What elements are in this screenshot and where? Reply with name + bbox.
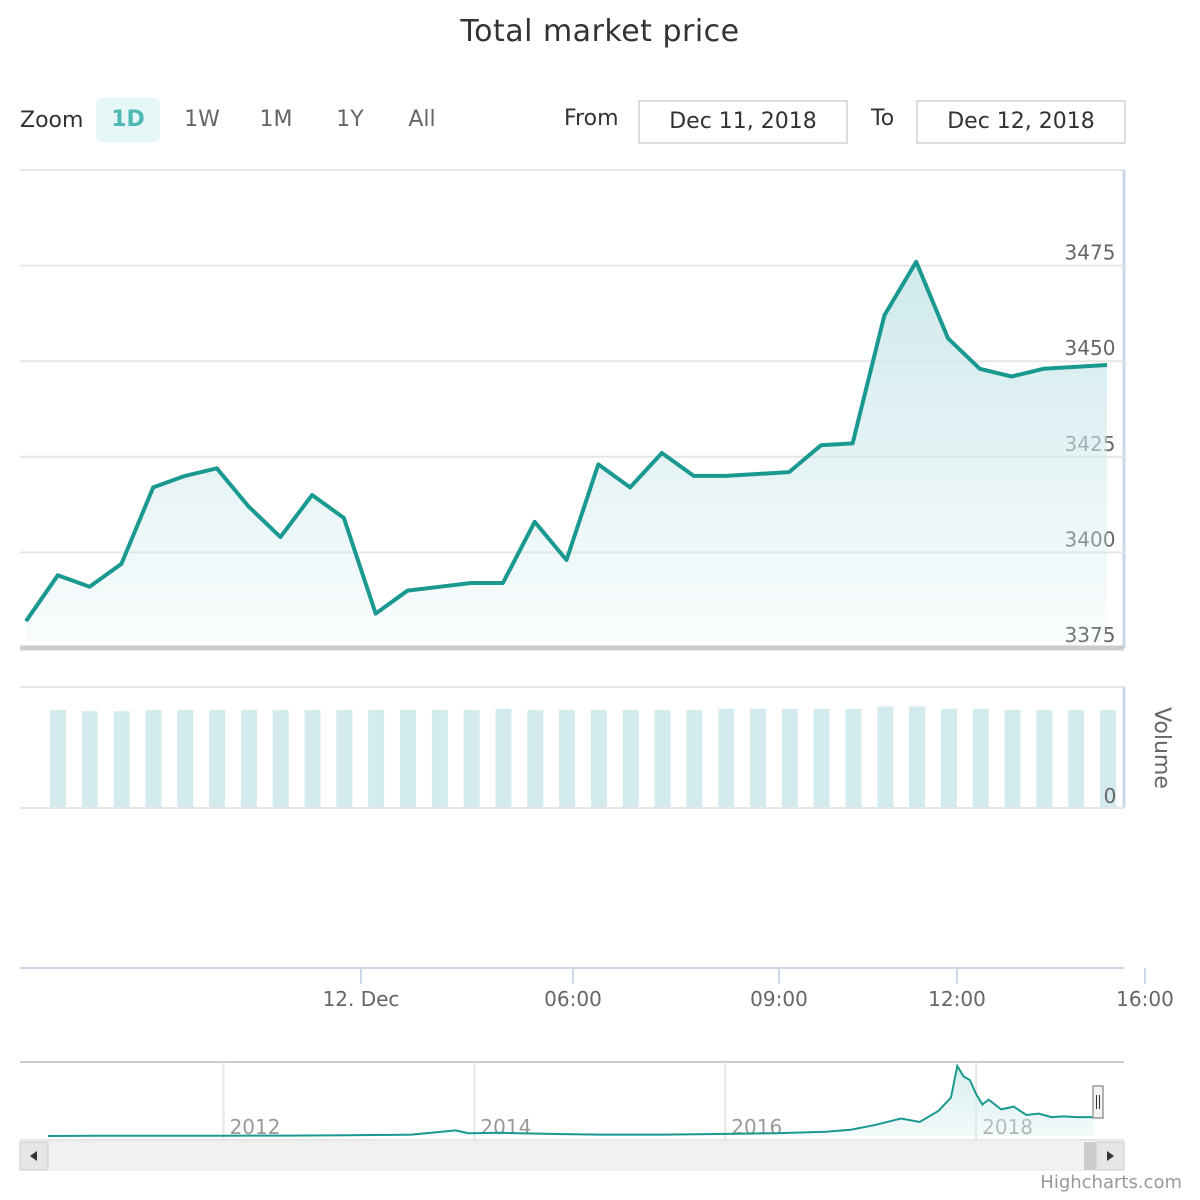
scrollbar-thumb[interactable] bbox=[1084, 1142, 1096, 1170]
scroll-left-arrow-icon bbox=[30, 1151, 37, 1161]
x-axis-ticks: 12. Dec 06:00 09:00 12:00 16:00 bbox=[323, 968, 1174, 1011]
scroll-right-arrow-icon bbox=[1107, 1151, 1114, 1161]
volume-bar bbox=[622, 709, 639, 808]
to-date-input[interactable] bbox=[916, 100, 1126, 144]
price-area-fill bbox=[26, 261, 1107, 648]
navigator-handle[interactable] bbox=[1092, 1085, 1104, 1119]
volume-bars bbox=[50, 706, 1116, 808]
volume-axis-title: Volume bbox=[1149, 707, 1174, 789]
zoom-1w-button[interactable]: 1W bbox=[184, 107, 220, 132]
volume-bar bbox=[718, 708, 735, 808]
zoom-label: Zoom bbox=[20, 108, 84, 133]
x-axis-tick-label: 09:00 bbox=[750, 987, 808, 1011]
price-y-tick-label: 3450 bbox=[1065, 336, 1116, 360]
volume-bar bbox=[1004, 709, 1021, 808]
volume-bar bbox=[209, 709, 226, 808]
volume-bar bbox=[400, 709, 416, 808]
to-label: To bbox=[871, 106, 895, 131]
x-axis-tick-label: 12:00 bbox=[928, 987, 986, 1011]
volume-bar bbox=[750, 708, 766, 808]
volume-bar bbox=[559, 709, 576, 808]
zoom-1y-button[interactable]: 1Y bbox=[336, 107, 364, 132]
volume-bar bbox=[877, 706, 894, 808]
scrollbar-track[interactable] bbox=[19, 1141, 1125, 1171]
volume-bar bbox=[845, 708, 862, 808]
highcharts-credit-link[interactable]: Highcharts.com bbox=[1040, 1172, 1182, 1193]
volume-y-tick-0: 0 bbox=[1104, 784, 1117, 808]
from-date-input[interactable] bbox=[638, 100, 848, 144]
volume-bar bbox=[940, 708, 957, 808]
volume-bar bbox=[686, 709, 703, 808]
volume-bar bbox=[304, 709, 321, 808]
x-axis-tick-label: 16:00 bbox=[1116, 987, 1174, 1011]
from-label: From bbox=[564, 106, 619, 131]
volume-bar bbox=[368, 709, 385, 808]
volume-bar bbox=[527, 709, 544, 808]
chart-title: Total market price bbox=[460, 14, 740, 49]
volume-bar bbox=[972, 708, 989, 808]
zoom-1m-button[interactable]: 1M bbox=[259, 107, 293, 132]
volume-bar bbox=[495, 708, 512, 808]
x-axis-tick-label: 12. Dec bbox=[323, 987, 400, 1011]
price-y-tick-label: 3475 bbox=[1065, 241, 1116, 265]
x-axis-tick-label: 06:00 bbox=[544, 987, 602, 1011]
volume-bar bbox=[1100, 709, 1116, 808]
volume-bar bbox=[463, 709, 480, 808]
zoom-all-button[interactable]: All bbox=[408, 107, 436, 132]
price-series-line[interactable] bbox=[24, 259, 1108, 623]
zoom-1d-button[interactable]: 1D bbox=[96, 98, 160, 142]
volume-bar bbox=[431, 709, 448, 808]
volume-bar bbox=[81, 711, 98, 808]
navigator-series-line bbox=[47, 1063, 1094, 1137]
volume-bar bbox=[781, 708, 798, 808]
volume-bar bbox=[50, 709, 66, 808]
volume-bar bbox=[177, 709, 194, 808]
volume-bar bbox=[909, 706, 926, 808]
volume-bar bbox=[113, 711, 130, 808]
volume-bar bbox=[1068, 709, 1085, 808]
volume-bar bbox=[145, 709, 162, 808]
volume-bar bbox=[1036, 709, 1053, 808]
volume-bar bbox=[813, 708, 830, 808]
volume-bar bbox=[590, 709, 607, 808]
volume-bar bbox=[240, 709, 257, 808]
volume-bar bbox=[272, 709, 289, 808]
volume-bar bbox=[654, 709, 671, 808]
navigator-area-fill bbox=[48, 1066, 1094, 1136]
volume-bar bbox=[336, 709, 353, 808]
